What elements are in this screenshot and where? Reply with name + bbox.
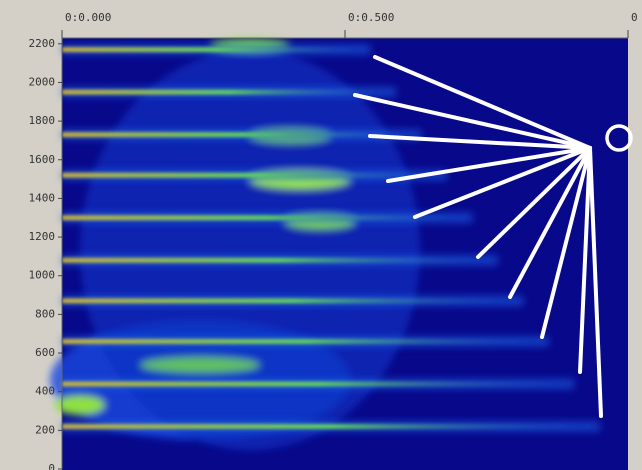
harmonic: [62, 47, 370, 52]
y-tick-label: 600: [35, 346, 55, 359]
harmonic: [62, 90, 396, 95]
y-tick-label: 400: [35, 385, 55, 398]
y-tick-label: 1200: [29, 230, 56, 243]
harmonic: [62, 258, 498, 263]
y-tick-label: 0: [48, 462, 55, 470]
harmonic: [62, 424, 600, 429]
y-tick-label: 800: [35, 307, 55, 320]
harmonic: [62, 381, 574, 386]
harmonic: [62, 132, 421, 137]
y-tick-label: 1800: [29, 114, 56, 127]
spectrogram-window: 0 200 400 600 800 1000 1200 1400 1600 1800 2000 220…: [0, 0, 642, 470]
y-tick-label: 2200: [29, 37, 56, 50]
harmonic: [62, 173, 447, 178]
x-tick-label: 0:0.500: [348, 11, 394, 24]
y-tick-label: 200: [35, 423, 55, 436]
harmonic: [62, 339, 549, 344]
y-tick-label: 1600: [29, 153, 56, 166]
y-tick-label: 2000: [29, 75, 56, 88]
harmonic: [62, 298, 523, 303]
x-tick-label: 0:0.000: [65, 11, 111, 24]
y-tick-label: 1400: [29, 191, 56, 204]
harmonic: [62, 215, 472, 220]
y-tick-label: 1000: [29, 269, 56, 282]
x-tick-label: 0: [631, 11, 638, 24]
